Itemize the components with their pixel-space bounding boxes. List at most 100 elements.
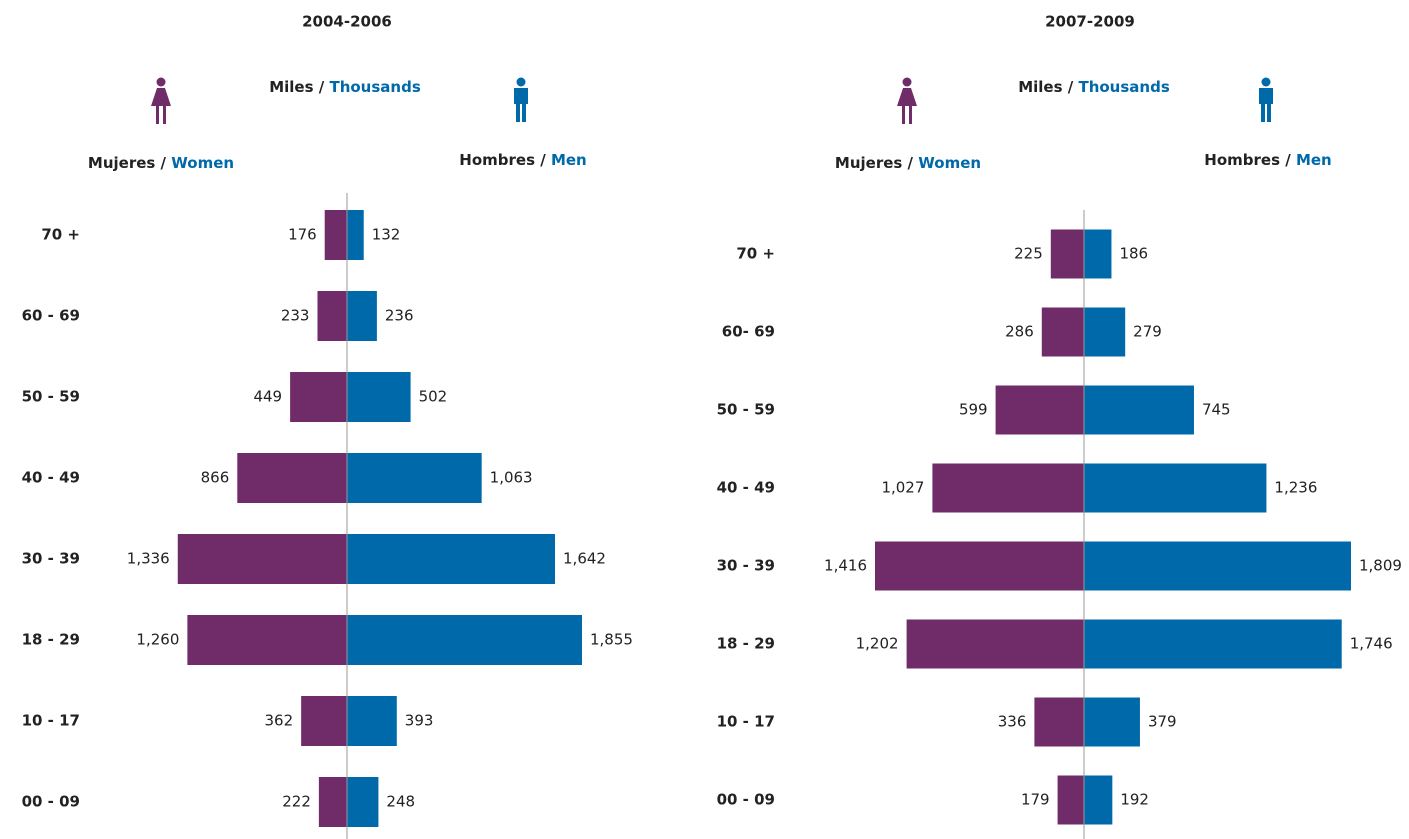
women-bar — [906, 619, 1084, 669]
value-label: 1,336 — [127, 550, 170, 568]
chart-title: 2007-2009 — [1045, 13, 1135, 31]
women-bar — [1034, 697, 1084, 747]
women-bar — [1050, 229, 1084, 279]
value-label: 599 — [959, 401, 988, 419]
women-bar — [932, 463, 1084, 513]
men-bar — [347, 615, 582, 665]
women-bar — [301, 696, 347, 746]
men-bar — [347, 453, 482, 503]
women-bar — [237, 453, 347, 503]
text-part: Mujeres / — [835, 154, 914, 172]
text-part: Miles / — [1018, 78, 1074, 96]
icon-body — [151, 88, 171, 124]
text-part: Men — [551, 151, 587, 169]
value-label: 233 — [281, 307, 310, 325]
women-bar — [187, 615, 347, 665]
value-label: 336 — [998, 713, 1027, 731]
category-label: 30 - 39 — [717, 557, 775, 575]
value-label: 186 — [1119, 245, 1148, 263]
value-label: 1,746 — [1350, 635, 1393, 653]
category-label: 40 - 49 — [22, 469, 80, 487]
man-icon — [514, 77, 528, 122]
women-bar — [318, 777, 347, 827]
category-label: 60- 69 — [722, 323, 775, 341]
men-bar — [1084, 775, 1113, 825]
category-label: 60 - 69 — [22, 307, 80, 325]
value-label: 179 — [1021, 791, 1050, 809]
text-part: Men — [1296, 151, 1332, 169]
men-bar — [347, 534, 556, 584]
legend-label: Mujeres / Women — [835, 154, 981, 172]
women-bar — [995, 385, 1084, 435]
unit-label: Miles / Thousands — [1018, 78, 1170, 96]
men-bar — [1084, 463, 1267, 513]
text-part: Thousands — [329, 78, 420, 96]
icon-body — [514, 88, 528, 122]
value-label: 1,855 — [590, 631, 633, 649]
women-bar — [290, 372, 347, 422]
value-label: 1,063 — [490, 469, 533, 487]
women-bar — [177, 534, 347, 584]
men-bar — [1084, 307, 1126, 357]
category-label: 00 - 09 — [22, 793, 80, 811]
value-label: 176 — [288, 226, 317, 244]
value-label: 502 — [419, 388, 448, 406]
text-part: Thousands — [1078, 78, 1169, 96]
men-bar — [347, 696, 397, 746]
men-bar — [1084, 385, 1194, 435]
value-label: 1,202 — [856, 635, 899, 653]
category-label: 00 - 09 — [717, 791, 775, 809]
men-bar — [1084, 229, 1112, 279]
value-label: 866 — [201, 469, 230, 487]
icon-head — [902, 77, 912, 87]
men-bar — [1084, 697, 1140, 747]
category-label: 18 - 29 — [717, 635, 775, 653]
icon-head — [516, 77, 526, 87]
category-label: 30 - 39 — [22, 550, 80, 568]
women-bar — [1041, 307, 1084, 357]
value-label: 192 — [1120, 791, 1149, 809]
value-label: 362 — [264, 712, 293, 730]
value-label: 286 — [1005, 323, 1034, 341]
men-bar — [347, 291, 377, 341]
women-bar — [1057, 775, 1084, 825]
men-bar — [347, 210, 364, 260]
category-label: 40 - 49 — [717, 479, 775, 497]
men-bar — [1084, 619, 1342, 669]
value-label: 279 — [1133, 323, 1162, 341]
value-label: 393 — [405, 712, 434, 730]
category-label: 70 + — [736, 245, 775, 263]
value-label: 132 — [372, 226, 401, 244]
category-label: 50 - 59 — [717, 401, 775, 419]
category-label: 10 - 17 — [22, 712, 80, 730]
text-part: Mujeres / — [88, 154, 167, 172]
icon-head — [156, 77, 166, 87]
women-bar — [317, 291, 347, 341]
legend-label: Hombres / Men — [459, 151, 586, 169]
text-part: Miles / — [269, 78, 325, 96]
category-label: 70 + — [41, 226, 80, 244]
value-label: 1,642 — [563, 550, 606, 568]
text-part: Women — [918, 154, 981, 172]
value-label: 745 — [1202, 401, 1231, 419]
man-icon — [1259, 77, 1273, 122]
text-part: Hombres / — [459, 151, 546, 169]
woman-icon — [897, 77, 917, 124]
value-label: 236 — [385, 307, 414, 325]
men-bar — [347, 777, 379, 827]
legend-label: Mujeres / Women — [88, 154, 234, 172]
woman-icon — [151, 77, 171, 124]
value-label: 1,027 — [881, 479, 924, 497]
women-bar — [324, 210, 347, 260]
legend-label: Hombres / Men — [1204, 151, 1331, 169]
value-label: 1,416 — [824, 557, 867, 575]
value-label: 379 — [1148, 713, 1177, 731]
unit-label: Miles / Thousands — [269, 78, 421, 96]
icon-body — [897, 88, 917, 124]
text-part: Women — [171, 154, 234, 172]
men-bar — [347, 372, 411, 422]
text-part: Hombres / — [1204, 151, 1291, 169]
value-label: 248 — [386, 793, 415, 811]
chart-title: 2004-2006 — [302, 13, 392, 31]
